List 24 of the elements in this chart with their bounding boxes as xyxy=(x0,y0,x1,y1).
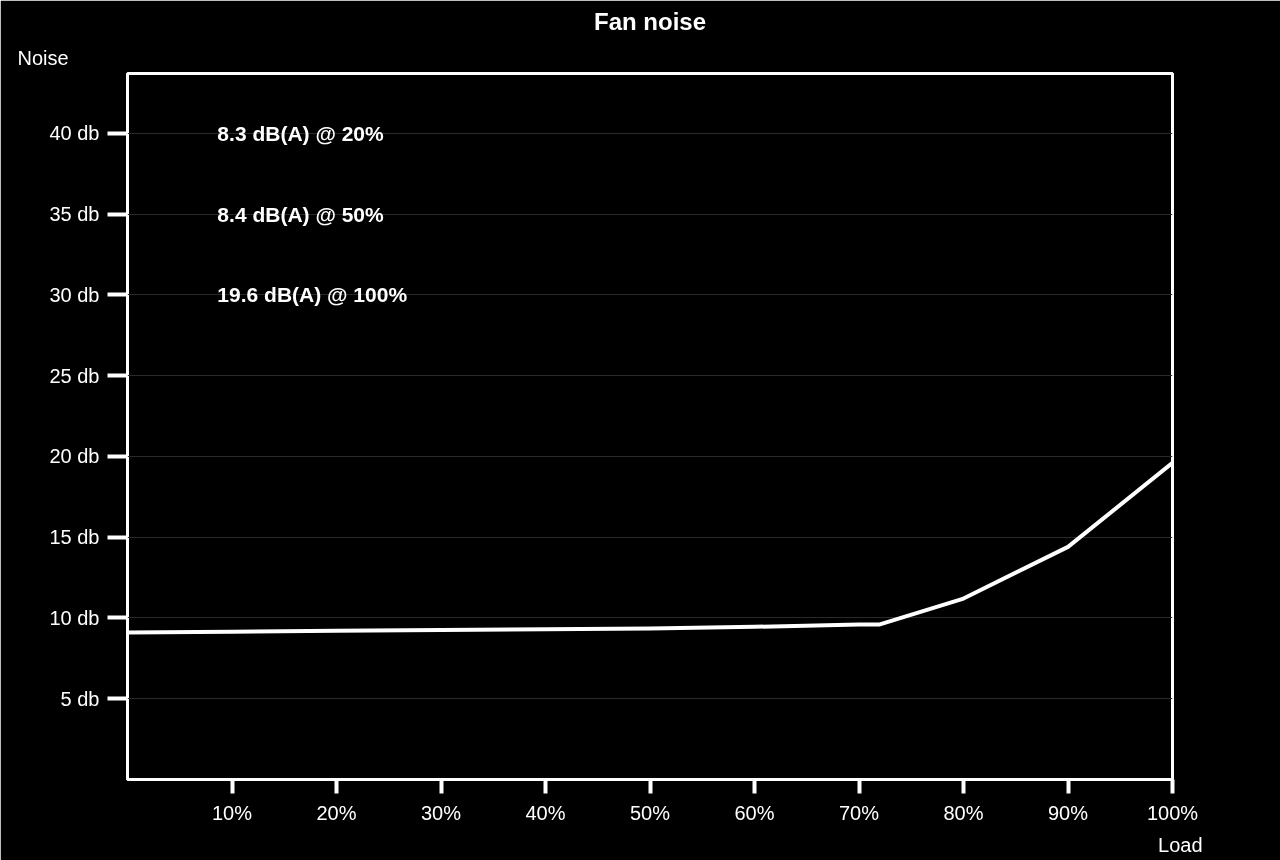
y-tick-label: 20 db xyxy=(49,445,100,468)
y-tick-label: 35 db xyxy=(49,203,100,226)
y-tick-label: 5 db xyxy=(60,687,100,710)
x-tick-label: 40% xyxy=(525,801,566,824)
y-tick-label: 30 db xyxy=(49,283,100,306)
y-tick-label: 40 db xyxy=(49,122,100,145)
x-tick-label: 100% xyxy=(1146,801,1199,824)
x-tick-label: 30% xyxy=(420,801,462,824)
annotation: 8.3 dB(A) @ 20% xyxy=(217,121,385,145)
x-tick-label: 10% xyxy=(211,801,253,824)
x-tick-label: 90% xyxy=(1047,801,1089,824)
y-tick-label: 10 db xyxy=(49,606,100,629)
chart-title: Fan noise xyxy=(593,7,707,35)
annotation: 8.4 dB(A) @ 50% xyxy=(217,202,385,226)
x-tick-label: 20% xyxy=(316,801,357,824)
y-tick-label: 15 db xyxy=(49,526,100,549)
x-tick-label: 70% xyxy=(838,801,880,824)
x-tick-label: 80% xyxy=(943,801,984,824)
y-axis-title: Noise xyxy=(17,46,69,69)
x-tick-label: 50% xyxy=(629,801,671,824)
y-tick-label: 25 db xyxy=(49,364,100,387)
x-axis-title: Load xyxy=(1158,833,1203,856)
x-tick-label: 60% xyxy=(734,801,775,824)
annotation: 19.6 dB(A) @ 100% xyxy=(217,283,408,307)
